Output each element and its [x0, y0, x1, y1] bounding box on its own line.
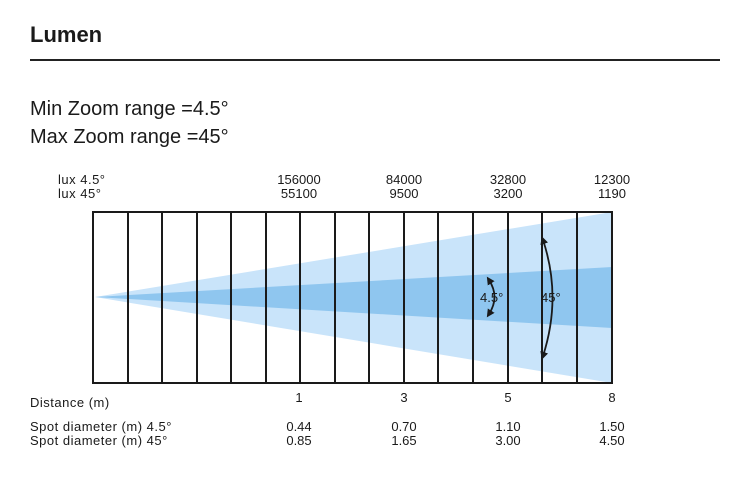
spot-narrow-value: 1.50 — [599, 419, 625, 434]
lux-wide-value: 55100 — [280, 186, 318, 201]
lux-narrow-label: lux 4.5° — [58, 172, 106, 187]
max-zoom-label: Max Zoom range =45° — [30, 126, 229, 148]
lux-narrow-value: 32800 — [489, 172, 527, 187]
lux-wide-value: 1190 — [598, 186, 626, 201]
narrow-beam — [95, 267, 612, 328]
spot-wide-label: Spot diameter (m) 45° — [30, 433, 168, 448]
lux-wide-value: 3200 — [493, 186, 523, 201]
wide-angle-label: 45° — [541, 290, 561, 305]
narrow-angle-arrow — [486, 276, 496, 318]
lux-narrow-value: 12300 — [593, 172, 631, 187]
spot-narrow-label: Spot diameter (m) 4.5° — [30, 419, 172, 434]
lux-narrow-value: 156000 — [277, 172, 321, 187]
distance-value: 5 — [504, 390, 512, 405]
wide-angle-arrow — [540, 236, 554, 360]
spot-narrow-value: 0.44 — [286, 419, 312, 434]
spot-narrow-value: 1.10 — [495, 419, 521, 434]
spot-wide-value: 0.85 — [286, 433, 312, 448]
page-title: Lumen — [30, 22, 103, 47]
min-zoom-label: Min Zoom range =4.5° — [30, 98, 229, 120]
distance-value: 8 — [608, 390, 616, 405]
diagram-frame — [92, 211, 613, 384]
spot-narrow-value: 0.70 — [391, 419, 417, 434]
narrow-angle-label: 4.5° — [480, 290, 503, 305]
distance-value: 3 — [400, 390, 408, 405]
spot-wide-value: 1.65 — [391, 433, 417, 448]
lux-wide-value: 9500 — [389, 186, 419, 201]
lux-wide-label: lux 45° — [58, 186, 102, 201]
distance-value: 1 — [295, 390, 303, 405]
spot-wide-value: 3.00 — [495, 433, 521, 448]
distance-label: Distance (m) — [30, 395, 110, 410]
title-divider — [30, 59, 720, 61]
spot-wide-value: 4.50 — [599, 433, 625, 448]
lux-narrow-value: 84000 — [385, 172, 423, 187]
